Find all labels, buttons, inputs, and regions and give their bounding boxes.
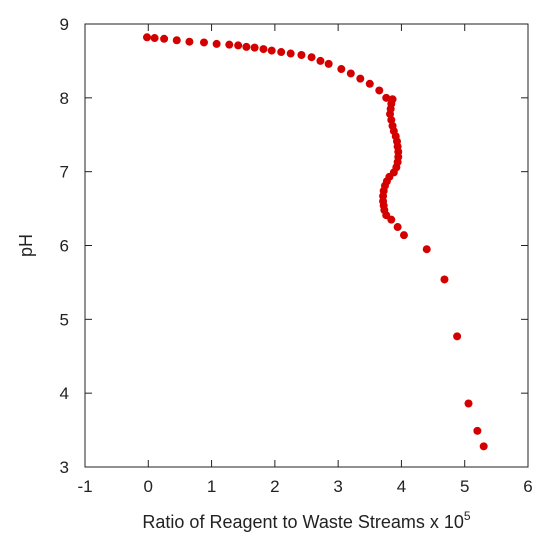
plot-frame xyxy=(84,23,529,468)
x-tick-label: -1 xyxy=(77,477,92,496)
data-point xyxy=(479,442,488,451)
data-point xyxy=(440,275,449,284)
data-point xyxy=(234,41,243,50)
data-point xyxy=(382,93,391,102)
x-tick-label: 3 xyxy=(333,477,342,496)
data-point xyxy=(473,426,482,435)
data-point xyxy=(337,65,346,74)
x-axis-label: Ratio of Reagent to Waste Streams x 105 xyxy=(142,509,471,532)
x-tick-label: 5 xyxy=(460,477,469,496)
data-point xyxy=(199,38,208,47)
x-tick-label: 1 xyxy=(207,477,216,496)
data-point xyxy=(150,34,159,43)
data-point xyxy=(399,231,408,240)
axis-ticks xyxy=(84,23,529,468)
x-axis-label-exponent: 5 xyxy=(464,509,471,523)
data-point xyxy=(365,79,374,88)
data-point xyxy=(453,332,462,341)
y-tick-label: 5 xyxy=(60,310,69,329)
x-axis-label-text: Ratio of Reagent to Waste Streams x 10 xyxy=(142,512,464,532)
data-point xyxy=(346,69,355,78)
y-tick-label: 8 xyxy=(60,89,69,108)
y-tick-label: 6 xyxy=(60,237,69,256)
tick-labels: -1 0 1 2 3 4 5 6 3 4 5 6 7 8 9 xyxy=(60,15,533,496)
y-tick-label: 3 xyxy=(60,458,69,477)
data-point xyxy=(259,45,268,54)
data-point xyxy=(464,399,473,408)
data-point xyxy=(324,59,333,68)
data-point xyxy=(250,43,259,52)
x-tick-label: 2 xyxy=(270,477,279,496)
y-tick-label: 7 xyxy=(60,163,69,182)
y-axis-label: pH xyxy=(16,234,36,257)
data-point xyxy=(267,46,276,55)
data-point xyxy=(185,37,194,46)
data-point xyxy=(212,39,221,48)
data-point xyxy=(225,40,234,49)
data-point xyxy=(375,86,384,95)
data-point xyxy=(242,42,251,51)
data-point xyxy=(160,34,169,43)
data-point xyxy=(422,245,431,254)
data-point xyxy=(356,74,365,83)
data-point xyxy=(297,51,306,60)
data-point xyxy=(393,223,402,232)
data-point xyxy=(277,48,286,57)
x-tick-label: 4 xyxy=(397,477,406,496)
y-tick-label: 9 xyxy=(60,15,69,34)
data-point xyxy=(172,36,181,45)
data-point xyxy=(316,56,325,65)
x-tick-label: 0 xyxy=(144,477,153,496)
x-tick-label: 6 xyxy=(523,477,532,496)
data-point xyxy=(307,53,316,62)
y-tick-label: 4 xyxy=(60,384,69,403)
data-points xyxy=(143,33,488,451)
data-point xyxy=(286,49,295,58)
data-point xyxy=(387,215,396,224)
data-point xyxy=(143,33,152,42)
